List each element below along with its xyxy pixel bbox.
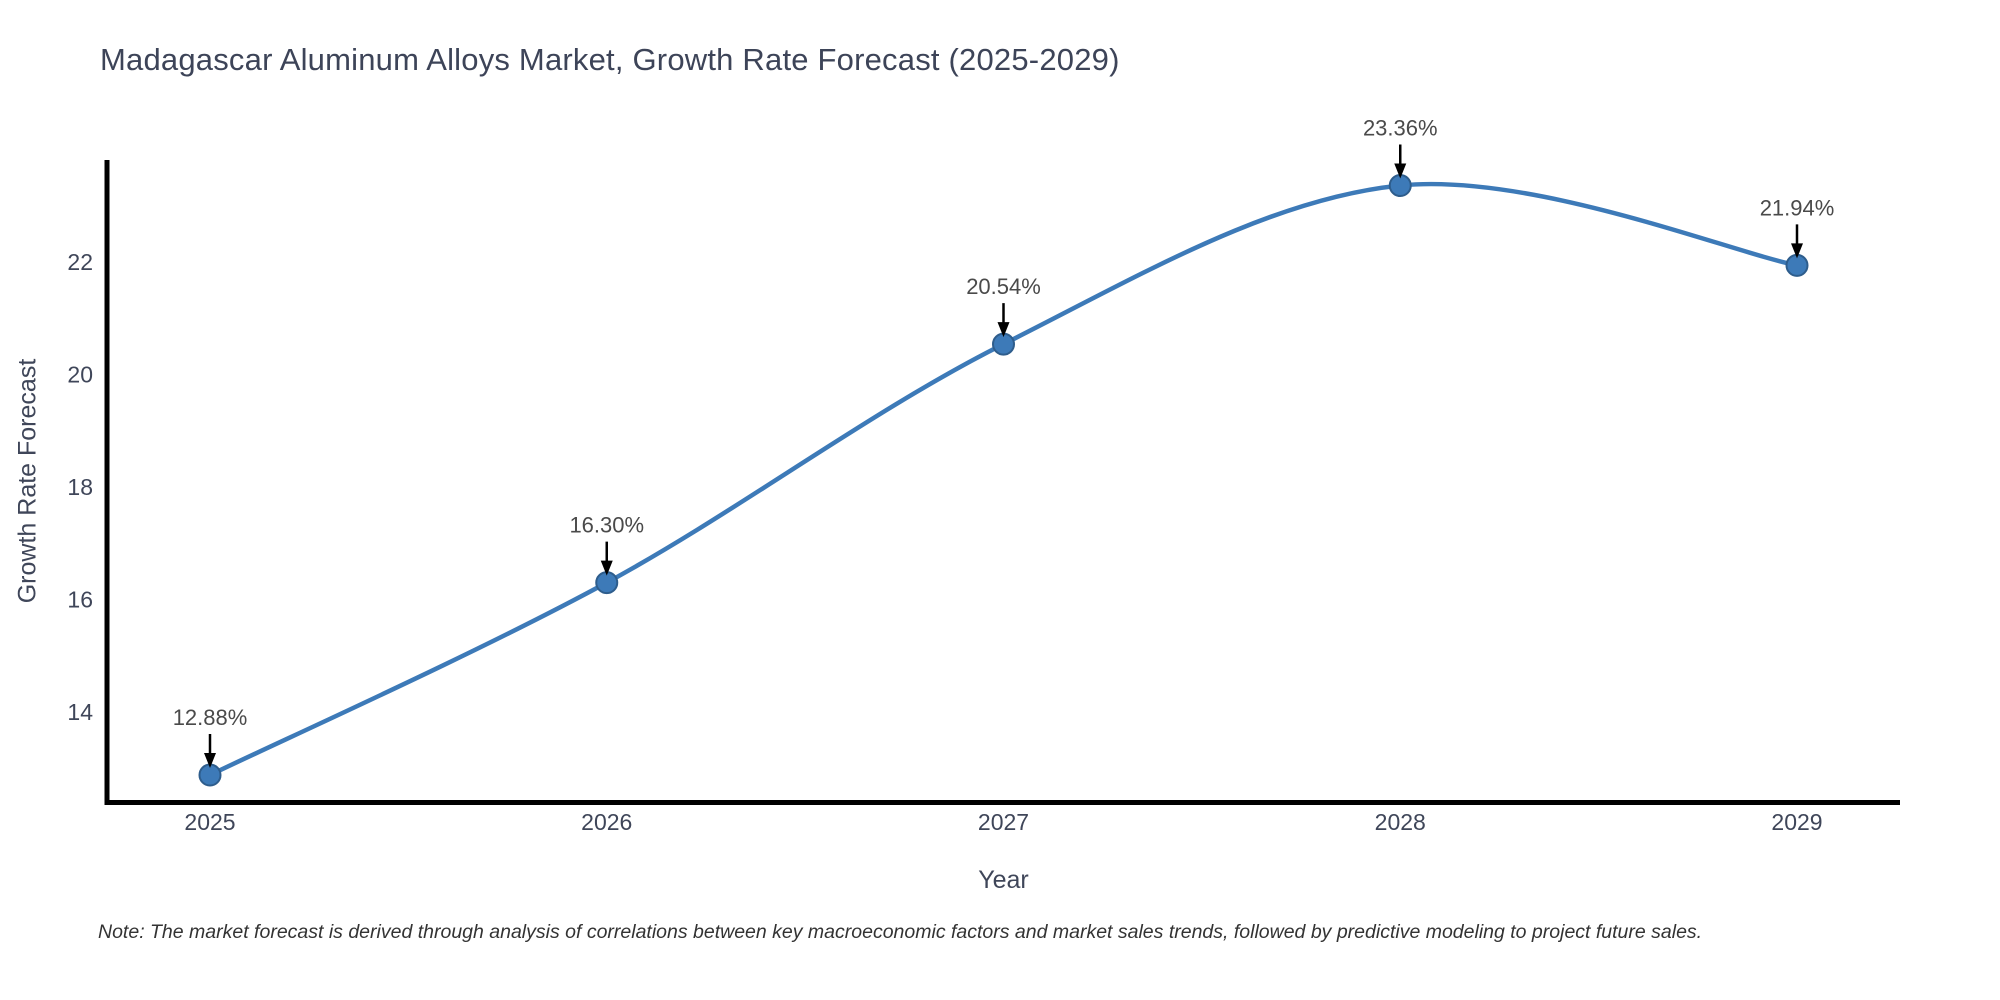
x-tick-label: 2025: [184, 809, 235, 835]
y-tick-label: 18: [67, 474, 93, 500]
annotation-arrowhead: [1791, 243, 1803, 259]
y-tick-label: 20: [67, 362, 93, 388]
annotation-arrowhead: [997, 322, 1010, 338]
x-tick-label: 2029: [1771, 809, 1822, 835]
y-tick-label: 16: [67, 587, 93, 613]
annotation-arrowhead: [204, 753, 216, 768]
data-point-label: 12.88%: [173, 705, 248, 730]
annotation-arrowhead: [600, 560, 613, 576]
annotation-arrowhead: [1394, 163, 1407, 179]
data-point-label: 20.54%: [966, 274, 1041, 299]
data-point-label: 16.30%: [569, 513, 644, 538]
footnote: Note: The market forecast is derived thr…: [98, 921, 1703, 943]
x-tick-label: 2028: [1375, 809, 1426, 835]
data-point-label: 21.94%: [1760, 195, 1835, 220]
x-tick-label: 2026: [581, 809, 632, 835]
y-tick-label: 14: [67, 699, 93, 725]
forecast-line: [207, 181, 1800, 778]
chart-title: Madagascar Aluminum Alloys Market, Growt…: [100, 42, 1120, 77]
x-tick-label: 2027: [978, 809, 1029, 835]
x-axis-title: Year: [978, 866, 1029, 894]
data-point-label: 23.36%: [1363, 116, 1438, 141]
y-tick-label: 22: [67, 249, 93, 275]
